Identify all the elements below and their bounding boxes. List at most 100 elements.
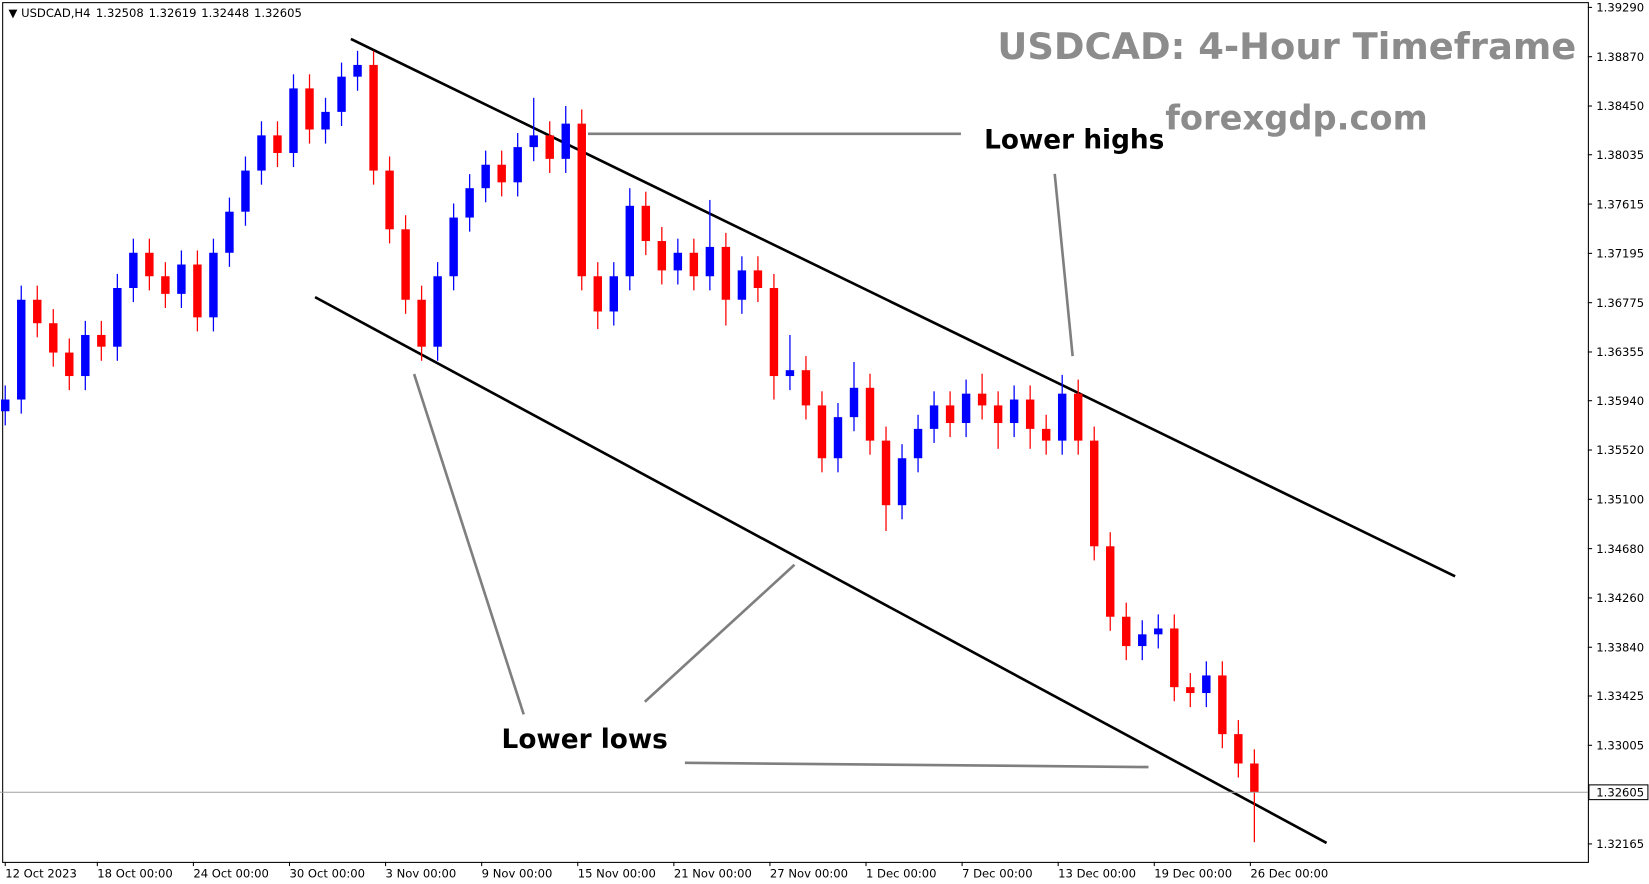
x-tick-label: 19 Dec 00:00 [1154, 867, 1232, 881]
x-tick-label: 3 Nov 00:00 [386, 867, 457, 881]
candle-body [1202, 675, 1211, 694]
y-tick-label: 1.33840 [1596, 640, 1644, 654]
candle-body [753, 270, 763, 288]
current-price-box [1588, 784, 1649, 801]
y-tick-label: 1.37195 [1596, 247, 1644, 261]
candle-body [1170, 628, 1179, 688]
bar-open: 1.32508 [96, 6, 144, 20]
candle-body [1122, 616, 1131, 647]
candle-body [593, 276, 602, 312]
candle-body [945, 405, 955, 424]
x-tick-label: 30 Oct 00:00 [289, 867, 364, 881]
y-tick-label: 1.36355 [1596, 345, 1644, 359]
y-tick-label: 1.36775 [1596, 296, 1644, 310]
candle-body [81, 334, 90, 377]
candle-body [673, 252, 683, 271]
candle-body [385, 170, 394, 230]
candle-body [737, 270, 747, 300]
annotation: Lower highs [984, 126, 1164, 156]
y-tick-label: 1.33425 [1596, 689, 1644, 703]
candle-body [465, 188, 474, 218]
candle-body [145, 252, 154, 277]
y-tick-label: 1.35520 [1596, 443, 1644, 457]
candle-body [193, 264, 202, 318]
candle-body [1041, 428, 1051, 441]
candle-body [433, 276, 442, 347]
candle-body [1138, 634, 1147, 647]
candle-body [305, 88, 314, 130]
candle-body [1250, 763, 1259, 793]
candle-body [177, 264, 186, 294]
x-tick-label: 18 Oct 00:00 [97, 867, 172, 881]
candle-body [241, 170, 250, 212]
candle-body [977, 393, 987, 406]
candle-body [897, 458, 907, 506]
x-tick-label: 15 Nov 00:00 [578, 867, 656, 881]
x-tick-label: 26 Dec 00:00 [1250, 867, 1328, 881]
candle-body [769, 287, 779, 377]
candle-body [689, 252, 699, 277]
candle-body [65, 352, 74, 377]
candle-body [1057, 393, 1067, 441]
x-tick-label: 27 Nov 00:00 [770, 867, 848, 881]
candle-body [545, 135, 554, 159]
candle-body [1218, 675, 1227, 735]
candle-body [785, 370, 795, 377]
y-tick-label: 1.34260 [1596, 591, 1644, 605]
pointer-line [412, 373, 525, 715]
y-tick-label: 1.32165 [1596, 837, 1644, 851]
x-tick-label: 12 Oct 2023 [5, 867, 77, 881]
bar-close: 1.32605 [254, 6, 302, 20]
candle-body [1154, 628, 1163, 635]
candle-body [417, 299, 426, 347]
y-tick-label: 1.38450 [1596, 99, 1644, 113]
x-tick-label: 13 Dec 00:00 [1058, 867, 1136, 881]
annotation: Lower lows [502, 725, 668, 755]
candle-body [929, 405, 939, 429]
candle-body [257, 135, 266, 171]
candle-body [609, 276, 618, 312]
x-tick-label: 21 Nov 00:00 [674, 867, 752, 881]
candle-body [833, 417, 843, 459]
candle-body [513, 147, 522, 183]
candle-body [353, 64, 362, 77]
y-tick-label: 1.34680 [1596, 542, 1644, 556]
symbol: USDCAD,H4 [21, 6, 90, 20]
current-price-label: 1.32605 [1596, 785, 1644, 799]
pointer-line [643, 563, 796, 703]
lower-channel-line [314, 295, 1328, 845]
candle-body [1009, 399, 1019, 424]
pointer-line [1053, 173, 1074, 357]
candle-body [1090, 440, 1099, 547]
candle-body [113, 287, 122, 347]
arrow: ▼ [8, 6, 17, 20]
candle-body [449, 217, 458, 277]
candle-body [721, 246, 731, 300]
candle-body [1234, 734, 1243, 764]
y-tick-label: 1.39290 [1596, 1, 1644, 15]
candle-body [529, 135, 538, 148]
x-tick-label: 1 Dec 00:00 [866, 867, 937, 881]
candle-body [993, 405, 1003, 424]
candle-body [1, 399, 10, 412]
candle-body [481, 164, 490, 189]
candle-body [561, 123, 570, 159]
x-tick-label: 7 Dec 00:00 [962, 867, 1032, 881]
y-tick-label: 1.38035 [1596, 148, 1644, 162]
candle-body [817, 405, 827, 459]
candle-body [321, 111, 330, 130]
candle-body [881, 440, 891, 506]
candle-body [1073, 393, 1083, 441]
candle-body [801, 370, 811, 406]
candle-body [401, 229, 410, 300]
candle-body [1186, 687, 1195, 694]
candle-body [289, 88, 298, 153]
y-tick-label: 1.35940 [1596, 394, 1644, 408]
candle-body [865, 387, 875, 441]
upper-channel-line [350, 37, 1456, 578]
candle-body [849, 387, 859, 418]
candle-body [161, 276, 170, 294]
candle-body [209, 252, 218, 318]
